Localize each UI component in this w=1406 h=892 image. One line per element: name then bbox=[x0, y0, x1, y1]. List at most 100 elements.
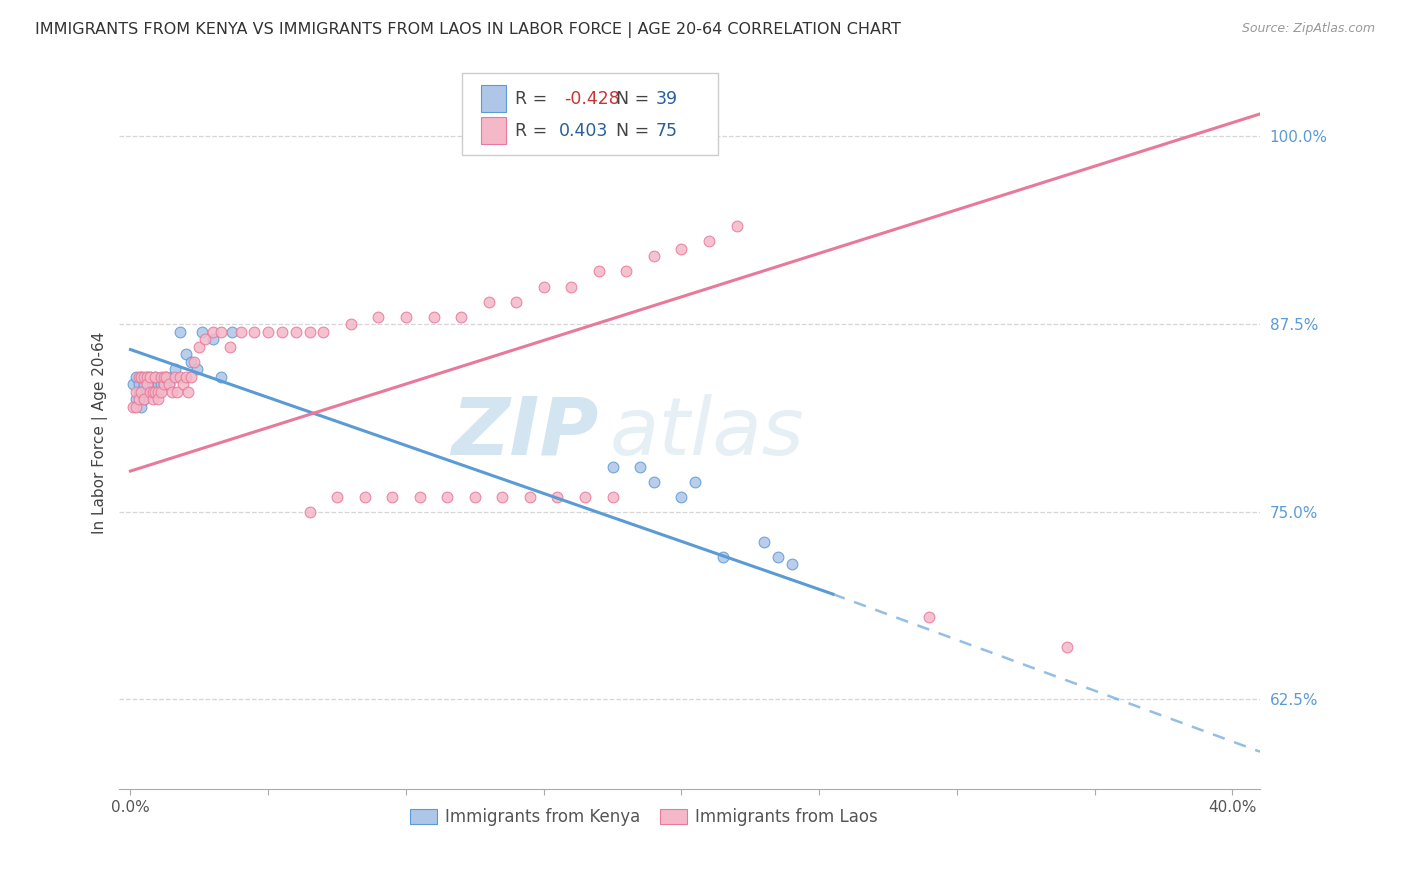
Point bbox=[128, 384, 150, 399]
Point bbox=[533, 279, 555, 293]
Point bbox=[149, 369, 172, 384]
Point bbox=[143, 369, 166, 384]
Point bbox=[166, 384, 188, 399]
Point bbox=[125, 384, 148, 399]
Legend: Immigrants from Kenya, Immigrants from Laos: Immigrants from Kenya, Immigrants from L… bbox=[402, 800, 886, 834]
Point bbox=[134, 369, 156, 384]
Point bbox=[169, 325, 191, 339]
Point bbox=[194, 332, 217, 346]
Point bbox=[312, 325, 335, 339]
Point bbox=[134, 392, 156, 406]
Point bbox=[326, 490, 349, 504]
Point bbox=[172, 377, 194, 392]
Point bbox=[131, 369, 153, 384]
Point bbox=[202, 325, 225, 339]
Point bbox=[602, 490, 624, 504]
Point bbox=[711, 549, 734, 564]
Point bbox=[602, 459, 624, 474]
Point bbox=[128, 377, 150, 392]
Point bbox=[149, 377, 172, 392]
Point bbox=[128, 369, 150, 384]
Point bbox=[146, 384, 169, 399]
Point bbox=[547, 490, 569, 504]
Point bbox=[163, 362, 186, 376]
Point bbox=[160, 369, 183, 384]
Point bbox=[180, 354, 202, 368]
Point bbox=[284, 325, 307, 339]
Point bbox=[155, 369, 177, 384]
Text: 39: 39 bbox=[655, 89, 678, 108]
Point bbox=[367, 310, 389, 324]
Point bbox=[464, 490, 486, 504]
Point bbox=[450, 310, 472, 324]
Point bbox=[122, 400, 145, 414]
Point bbox=[136, 384, 159, 399]
Point bbox=[683, 475, 706, 489]
Text: N =: N = bbox=[616, 89, 648, 108]
Point bbox=[409, 490, 432, 504]
Point bbox=[574, 490, 596, 504]
Point bbox=[491, 490, 513, 504]
Point bbox=[422, 310, 444, 324]
Point bbox=[188, 339, 211, 353]
Point bbox=[766, 549, 789, 564]
Text: N =: N = bbox=[616, 121, 648, 139]
Point bbox=[298, 325, 321, 339]
Point bbox=[381, 490, 404, 504]
Point bbox=[152, 377, 174, 392]
Point bbox=[588, 264, 610, 278]
Point bbox=[146, 377, 169, 392]
Point bbox=[271, 325, 294, 339]
Point bbox=[257, 325, 280, 339]
Point bbox=[183, 354, 205, 368]
Point bbox=[353, 490, 375, 504]
Point bbox=[628, 459, 651, 474]
Point bbox=[395, 310, 418, 324]
Y-axis label: In Labor Force | Age 20-64: In Labor Force | Age 20-64 bbox=[93, 332, 108, 534]
Text: IMMIGRANTS FROM KENYA VS IMMIGRANTS FROM LAOS IN LABOR FORCE | AGE 20-64 CORRELA: IMMIGRANTS FROM KENYA VS IMMIGRANTS FROM… bbox=[35, 22, 901, 38]
Point bbox=[143, 384, 166, 399]
Point bbox=[725, 219, 748, 234]
Point bbox=[614, 264, 637, 278]
Text: atlas: atlas bbox=[610, 393, 804, 472]
Point bbox=[131, 369, 153, 384]
Point bbox=[125, 400, 148, 414]
Point bbox=[243, 325, 266, 339]
Point bbox=[221, 325, 243, 339]
Point bbox=[186, 362, 208, 376]
Point bbox=[519, 490, 541, 504]
Point bbox=[122, 377, 145, 392]
Point bbox=[163, 369, 186, 384]
Text: 0.403: 0.403 bbox=[558, 121, 607, 139]
Point bbox=[209, 325, 232, 339]
Point bbox=[218, 339, 240, 353]
Point bbox=[143, 369, 166, 384]
Point bbox=[643, 475, 665, 489]
Point bbox=[157, 377, 180, 392]
Point bbox=[139, 369, 162, 384]
Point bbox=[141, 384, 163, 399]
Point bbox=[149, 384, 172, 399]
Point bbox=[160, 384, 183, 399]
Point bbox=[340, 317, 363, 331]
Point bbox=[139, 384, 162, 399]
Point bbox=[202, 332, 225, 346]
Point bbox=[125, 392, 148, 406]
Point bbox=[918, 609, 941, 624]
Point bbox=[643, 250, 665, 264]
Point bbox=[180, 369, 202, 384]
Point bbox=[125, 369, 148, 384]
Text: R =: R = bbox=[515, 89, 547, 108]
Point bbox=[505, 294, 527, 309]
Point bbox=[152, 369, 174, 384]
Point bbox=[671, 242, 693, 256]
Point bbox=[155, 369, 177, 384]
Text: Source: ZipAtlas.com: Source: ZipAtlas.com bbox=[1241, 22, 1375, 36]
FancyBboxPatch shape bbox=[461, 73, 718, 155]
Point bbox=[157, 377, 180, 392]
Text: -0.428: -0.428 bbox=[564, 89, 620, 108]
Point bbox=[146, 392, 169, 406]
Point bbox=[128, 392, 150, 406]
Point bbox=[780, 557, 803, 571]
Point bbox=[134, 392, 156, 406]
